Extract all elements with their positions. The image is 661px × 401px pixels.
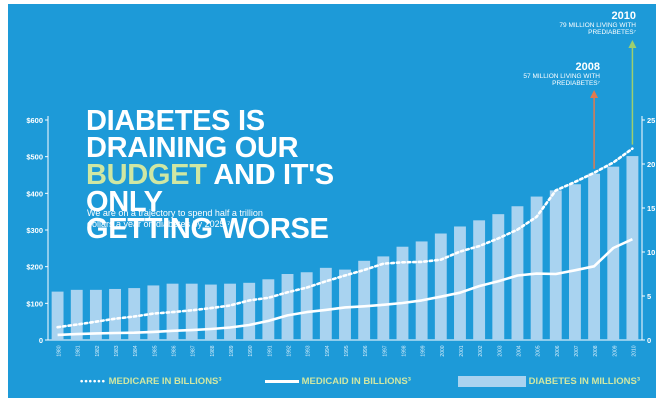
diabetes-bar [109, 288, 122, 340]
x-tick-label: 2002 [478, 345, 484, 356]
diabetes-bar [396, 246, 409, 340]
chart-title: DIABETES IS DRAINING OUR BUDGET AND IT'S… [86, 105, 386, 245]
x-tick-label: 1986 [172, 345, 178, 356]
title-line3: GETTING WORSE [86, 213, 329, 245]
legend-diabetes-label: DIABETES IN MILLIONS³ [528, 376, 641, 388]
x-tick-label: 1980 [57, 345, 63, 356]
y-right-tick-label: 15 [647, 204, 655, 213]
diabetes-bar [626, 156, 639, 340]
x-tick-label: 2008 [593, 345, 599, 356]
x-tick-label: 1999 [421, 345, 427, 356]
diabetes-bar [568, 184, 581, 340]
title-line2: AND IT'S ONLY [86, 159, 334, 218]
diabetes-bar [454, 226, 466, 340]
diabetes-bar [549, 190, 562, 340]
x-tick-label: 1981 [76, 345, 82, 356]
y-right-tick-label: 20 [647, 160, 655, 169]
x-tick-label: 1993 [306, 345, 312, 356]
x-tick-label: 1985 [152, 345, 158, 356]
legend-medicare: •••••• MEDICARE IN BILLIONS³ [80, 376, 222, 387]
x-tick-label: 1992 [287, 345, 293, 356]
x-tick-label: 1998 [401, 345, 407, 356]
legend-medicare-label: MEDICARE IN BILLIONS³ [108, 376, 222, 387]
diabetes-bar [243, 282, 256, 340]
y-left-tick-label: $400 [26, 189, 43, 198]
x-tick-label: 1997 [382, 345, 388, 356]
diabetes-bar [473, 220, 486, 340]
x-tick-label: 2001 [459, 345, 465, 356]
x-tick-label: 2005 [536, 345, 542, 356]
diabetes-bar [358, 260, 371, 340]
legend-medicare-swatch: •••••• [80, 376, 106, 387]
x-tick-label: 2004 [516, 345, 522, 356]
x-tick-label: 1984 [133, 345, 139, 356]
diabetes-bar [89, 289, 102, 340]
x-tick-label: 1983 [114, 345, 120, 356]
x-tick-label: 2006 [555, 345, 561, 356]
diabetes-bar [492, 214, 505, 340]
x-tick-label: 1987 [191, 345, 197, 356]
annotation-2010-year: 2010 [611, 10, 636, 22]
y-right-tick-label: 0 [647, 336, 651, 345]
arrow-2010-head [628, 40, 637, 48]
diabetes-bar [319, 267, 332, 340]
x-tick-label: 2007 [574, 345, 580, 356]
x-tick-label: 2009 [612, 345, 618, 356]
arrow-2008-head [590, 90, 599, 98]
y-left-tick-label: $200 [26, 263, 43, 272]
x-tick-label: 1989 [229, 345, 235, 356]
diabetes-bar [204, 284, 217, 340]
diabetes-bar [530, 196, 543, 340]
x-tick-label: 1988 [210, 345, 216, 356]
x-tick-label: 1996 [363, 345, 369, 356]
x-tick-label: 1991 [267, 345, 273, 356]
diabetes-bar [511, 206, 524, 340]
y-right-tick-label: 10 [647, 248, 655, 257]
x-tick-label: 1990 [248, 345, 254, 356]
legend-medicaid: MEDICAID IN BILLIONS³ [265, 376, 411, 387]
y-left-tick-label: 0 [39, 336, 43, 345]
title-line1: DIABETES IS DRAINING OUR [86, 105, 299, 164]
diabetes-bar [262, 279, 275, 340]
diabetes-bar [51, 291, 64, 340]
x-tick-label: 2000 [440, 345, 446, 356]
x-tick-label: 2003 [497, 345, 503, 356]
diabetes-bar [128, 288, 141, 340]
legend-diabetes-swatch [458, 376, 526, 387]
y-left-tick-label: $100 [26, 299, 43, 308]
x-tick-label: 1994 [325, 345, 331, 356]
x-tick-label: 2010 [631, 345, 637, 356]
y-right-tick-label: 5 [647, 292, 651, 301]
legend-medicaid-swatch [265, 379, 299, 383]
diabetes-bar [224, 283, 236, 340]
x-tick-label: 1982 [95, 345, 101, 356]
y-left-tick-label: $300 [26, 226, 43, 235]
legend-medicaid-label: MEDICAID IN BILLIONS³ [301, 376, 411, 387]
diabetes-bar [281, 274, 294, 340]
diabetes-bar [607, 166, 620, 340]
y-left-tick-label: $600 [26, 116, 43, 125]
annotation-2010-text: 79 MILLION LIVING WITH PREDIABETES⁷ [559, 22, 636, 36]
y-left-tick-label: $500 [26, 153, 43, 162]
medicaid-line [57, 238, 633, 337]
diabetes-bar [588, 173, 601, 340]
diabetes-bar [377, 256, 390, 340]
chart-subtitle: We are on a trajectory to spend half a t… [87, 208, 263, 229]
diabetes-bar [70, 289, 83, 340]
diabetes-bar [434, 233, 447, 340]
x-tick-label: 1995 [344, 345, 350, 356]
medicare-line [56, 147, 634, 329]
title-highlight: BUDGET [86, 159, 207, 191]
diabetes-bar [415, 241, 428, 340]
y-right-tick-label: 25 [647, 116, 655, 125]
annotation-2008-text: 57 MILLION LIVING WITH PREDIABETES⁷ [523, 73, 600, 87]
diabetes-bar [185, 283, 198, 340]
diabetes-bar [300, 272, 313, 340]
legend-diabetes: DIABETES IN MILLIONS³ [458, 376, 640, 387]
annotation-2008-year: 2008 [575, 61, 600, 73]
diabetes-bar [339, 269, 351, 340]
